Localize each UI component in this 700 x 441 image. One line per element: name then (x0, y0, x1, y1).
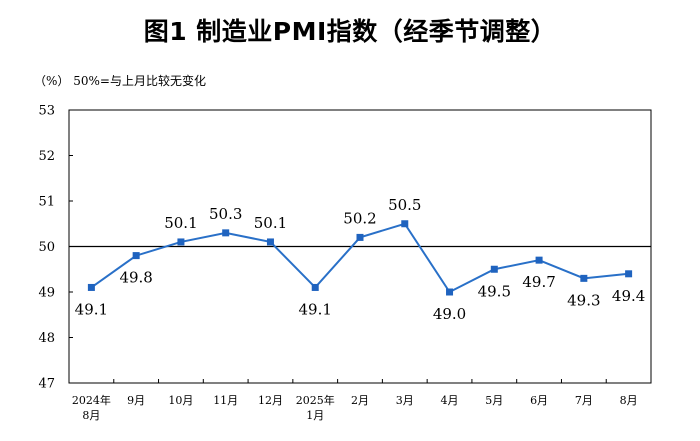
data-label: 50.3 (209, 205, 242, 223)
x-tick-label: 10月 (168, 394, 193, 407)
y-tick-label: 53 (38, 104, 55, 119)
x-tick-label: 2月 (351, 394, 369, 407)
data-label: 49.3 (567, 291, 600, 309)
data-label: 49.7 (522, 273, 555, 291)
x-tick-label: 12月 (258, 394, 283, 407)
data-label: 49.1 (75, 300, 108, 318)
x-tick-label: 11月 (213, 394, 238, 407)
x-tick-label: 2024年 8月 (72, 393, 111, 422)
data-label: 50.1 (164, 214, 197, 232)
y-tick-label: 48 (38, 331, 55, 346)
y-tick-label: 47 (38, 377, 55, 392)
data-point-marker (311, 283, 319, 291)
data-point-marker (132, 252, 140, 260)
data-label: 49.4 (612, 287, 645, 305)
data-point-marker (401, 220, 409, 228)
x-tick-label: 6月 (530, 394, 548, 407)
data-point-marker (222, 229, 230, 237)
data-point-marker (490, 265, 498, 273)
y-tick-label: 52 (38, 149, 55, 164)
data-point-marker (535, 256, 543, 264)
data-label: 49.8 (119, 269, 152, 287)
data-point-marker (580, 274, 588, 282)
y-tick-label: 50 (38, 240, 55, 255)
chart-title: 图1 制造业PMI指数（经季节调整） (143, 17, 557, 46)
x-tick-label: 4月 (441, 394, 459, 407)
data-point-marker (87, 283, 95, 291)
x-tick-label: 5月 (485, 394, 503, 407)
data-label: 49.1 (299, 300, 332, 318)
y-tick-label: 49 (38, 286, 55, 301)
data-label: 50.1 (254, 214, 287, 232)
data-label: 50.2 (343, 209, 376, 227)
data-point-marker (177, 238, 185, 246)
y-tick-label: 51 (38, 195, 55, 210)
x-tick-label: 7月 (575, 394, 593, 407)
x-tick-label: 3月 (396, 394, 414, 407)
data-label: 49.0 (433, 305, 466, 323)
x-tick-label: 2025年 1月 (296, 393, 335, 422)
data-point-marker (266, 238, 274, 246)
unit-note: （%） 50%=与上月比较无变化 (34, 74, 206, 88)
x-tick-label: 9月 (127, 394, 145, 407)
data-label: 49.5 (478, 282, 511, 300)
x-tick-label: 8月 (620, 394, 638, 407)
data-point-marker (625, 270, 633, 278)
data-point-marker (356, 233, 364, 241)
data-point-marker (446, 288, 454, 296)
data-label: 50.5 (388, 196, 421, 214)
